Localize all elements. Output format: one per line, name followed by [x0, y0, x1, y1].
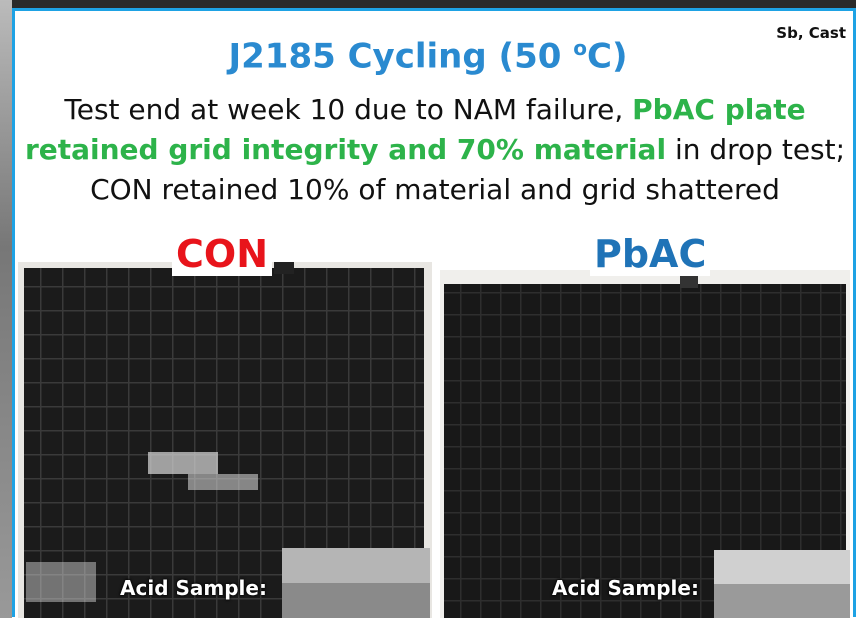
inset-label: Acid Sample:	[120, 576, 267, 600]
title-main: J2185 Cycling (50	[228, 36, 574, 77]
inset-label: Acid Sample:	[552, 576, 699, 600]
con-photo	[18, 262, 432, 618]
note: Sb, Cast	[776, 24, 846, 42]
description-line: CON retained 10% of material and grid sh…	[12, 170, 856, 210]
description-segment: Test end at week 10 due to NAM failure,	[64, 93, 633, 126]
description-line: Test end at week 10 due to NAM failure, …	[12, 90, 856, 130]
pbac-photo	[440, 270, 850, 618]
description-segment: PbAC plate	[632, 93, 806, 126]
description: Test end at week 10 due to NAM failure, …	[12, 90, 856, 210]
title-sup: o	[573, 36, 587, 60]
panel-label: CON	[172, 232, 272, 276]
description-segment: in drop test;	[666, 133, 846, 166]
description-segment: retained grid integrity and 70% material	[24, 133, 667, 166]
description-line: retained grid integrity and 70% material…	[12, 130, 856, 170]
description-segment: CON retained 10% of material and grid sh…	[90, 173, 780, 206]
panel-label: PbAC	[590, 232, 711, 276]
title-end: C)	[587, 36, 628, 77]
title: J2185 Cycling (50 oC)	[0, 36, 856, 76]
top-photo-strip	[0, 0, 856, 10]
left-photo-strip	[0, 0, 12, 618]
